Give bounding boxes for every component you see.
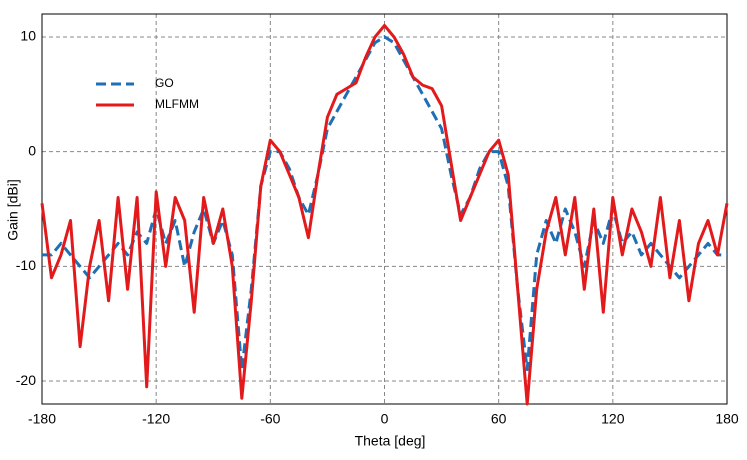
x-tick-label: 0 — [381, 411, 389, 427]
x-axis-label: Theta [deg] — [355, 433, 426, 449]
series-line — [40, 24, 729, 406]
x-tick-label: 120 — [601, 411, 625, 427]
y-axis-label: Gain [dBi] — [5, 179, 21, 240]
legend-label: MLFMM — [155, 97, 199, 111]
legend: GO MLFMM — [96, 76, 199, 111]
y-tick-label: -20 — [16, 372, 36, 388]
y-tick-label: 0 — [28, 142, 36, 158]
x-tick-label: -60 — [260, 411, 280, 427]
x-tick-label: 180 — [715, 411, 739, 427]
y-tick-label: 10 — [20, 28, 36, 44]
legend-label: GO — [155, 76, 174, 90]
y-tick-label: -10 — [16, 257, 36, 273]
x-tick-label: -120 — [142, 411, 170, 427]
x-tick-label: -180 — [28, 411, 56, 427]
x-tick-label: 60 — [491, 411, 507, 427]
